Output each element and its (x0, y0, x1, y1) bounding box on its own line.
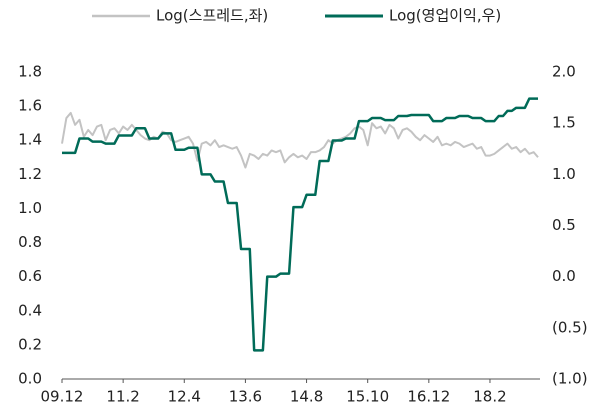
y-tick-label: 0.8 (18, 233, 42, 251)
x-tick-label: 12.4 (168, 388, 201, 406)
y-tick-label: 0.6 (18, 267, 42, 285)
y2-tick-label: 0.0 (552, 267, 576, 285)
x-tick-label: 09.12 (41, 388, 84, 406)
y2-tick-label: (0.5) (552, 318, 588, 336)
series-line (62, 97, 538, 352)
y-tick-label: 1.8 (18, 63, 42, 81)
y2-tick-label: 1.0 (552, 165, 576, 183)
y-tick-label: 1.2 (18, 165, 42, 183)
y-tick-label: 1.6 (18, 97, 42, 115)
x-tick-label: 18.2 (473, 388, 506, 406)
legend-label: Log(스프레드,좌) (156, 7, 268, 25)
x-tick-label: 13.6 (229, 388, 262, 406)
x-tick-label: 15.10 (346, 388, 389, 406)
series-line (61, 111, 539, 169)
y2-tick-label: 2.0 (552, 63, 576, 81)
y-tick-label: 0.4 (18, 301, 42, 319)
x-tick-label: 14.8 (290, 388, 323, 406)
y2-tick-label: 0.5 (552, 216, 576, 234)
x-tick-label: 16.12 (407, 388, 450, 406)
y-tick-label: 1.4 (18, 131, 42, 149)
y2-tick-label: 1.5 (552, 114, 576, 132)
y2-tick-label: (1.0) (552, 370, 588, 388)
legend-label: Log(영업이익,우) (389, 7, 501, 25)
y-tick-label: 0.0 (18, 370, 42, 388)
y-tick-label: 0.2 (18, 335, 42, 353)
y-tick-label: 1.0 (18, 199, 42, 217)
x-tick-label: 11.2 (106, 388, 139, 406)
